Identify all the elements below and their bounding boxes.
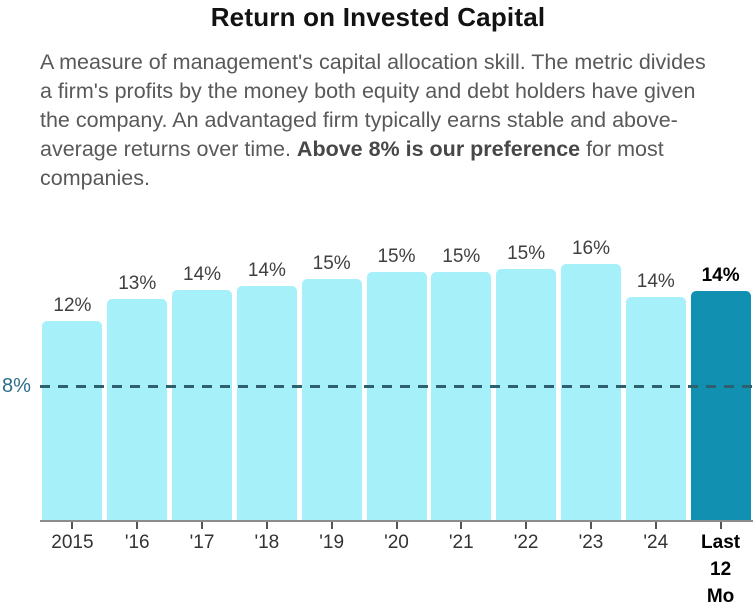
x-axis-line xyxy=(40,520,753,522)
bar-value-label: 14% xyxy=(183,263,222,285)
bar-1 xyxy=(107,298,168,520)
bar-value-label: 15% xyxy=(442,246,481,268)
x-axis-label: '18 xyxy=(254,532,280,553)
bar-value-label: 13% xyxy=(118,272,157,294)
bar-9 xyxy=(625,297,686,520)
reference-dashed-line xyxy=(40,385,753,388)
x-axis-tick xyxy=(654,522,657,529)
x-axis-label: '19 xyxy=(319,532,345,553)
description-tail-text: for most companies. xyxy=(40,137,664,190)
x-axis-label: '16 xyxy=(124,532,150,553)
roic-bar-chart: 8% 12% 2015 13% '16 14% '17 14% '18 15% '19 15% '20… xyxy=(0,237,756,611)
description-text: A measure of management's capital alloca… xyxy=(40,50,706,161)
bar-value-label: 14% xyxy=(636,271,675,293)
x-axis-label: '24 xyxy=(643,532,669,553)
bar-3 xyxy=(236,285,297,520)
x-axis-label: '20 xyxy=(384,532,409,553)
description-bold-text: Above 8% is our preference xyxy=(296,137,581,161)
x-axis-tick xyxy=(460,522,463,529)
x-axis-label: Last 12 Mo xyxy=(701,532,741,607)
bar-value-label: 14% xyxy=(247,259,286,281)
bar-4 xyxy=(301,278,362,520)
bar-value-label: 14% xyxy=(701,264,740,286)
x-axis-tick xyxy=(719,522,722,529)
bar-value-label: 15% xyxy=(377,246,416,268)
x-axis-label: '17 xyxy=(189,532,215,553)
x-axis-label: '21 xyxy=(448,532,474,553)
bar-value-label: 16% xyxy=(571,237,610,259)
x-axis-tick xyxy=(330,522,333,529)
x-axis-tick xyxy=(136,522,139,529)
y-reference-label: 8% xyxy=(2,375,31,397)
x-axis-tick xyxy=(589,522,592,529)
x-axis-tick xyxy=(71,522,74,529)
bar-value-label: 15% xyxy=(507,242,546,264)
bar-last-12-mo xyxy=(690,290,751,520)
bar-6 xyxy=(431,272,492,520)
bar-value-label: 12% xyxy=(53,294,92,316)
x-axis-tick xyxy=(395,522,398,529)
x-axis-tick xyxy=(265,522,268,529)
bar-value-label: 15% xyxy=(312,252,351,274)
bar-7 xyxy=(496,268,557,520)
x-axis-label: 2015 xyxy=(51,532,94,553)
bar-8 xyxy=(560,263,621,520)
x-axis-label: '23 xyxy=(578,532,604,553)
x-axis-label: '22 xyxy=(513,532,539,553)
bar-5 xyxy=(366,272,427,520)
x-axis-tick xyxy=(525,522,528,529)
bar-2 xyxy=(172,289,233,520)
bar-0 xyxy=(42,320,103,520)
page-title: Return on Invested Capital xyxy=(210,2,546,32)
description-paragraph: A measure of management's capital alloca… xyxy=(40,48,720,193)
x-axis-tick xyxy=(201,522,204,529)
